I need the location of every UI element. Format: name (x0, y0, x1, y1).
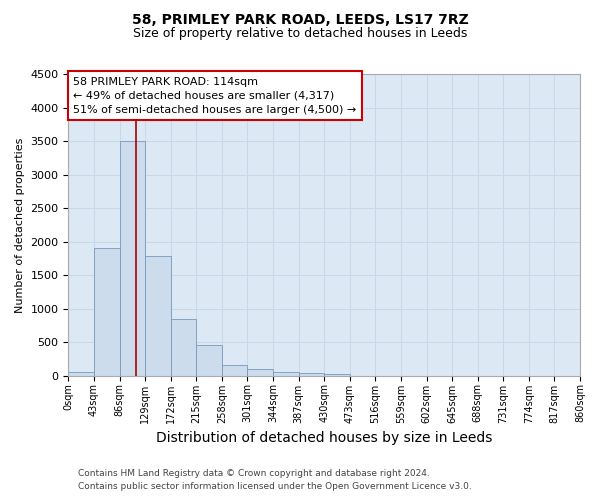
Y-axis label: Number of detached properties: Number of detached properties (15, 137, 25, 312)
Bar (196, 345, 222, 376)
Text: Contains HM Land Registry data © Crown copyright and database right 2024.: Contains HM Land Registry data © Crown c… (78, 468, 430, 477)
Bar (171, 320, 196, 376)
Bar (273, 372, 299, 376)
Bar (299, 373, 324, 376)
Text: 58, PRIMLEY PARK ROAD, LEEDS, LS17 7RZ: 58, PRIMLEY PARK ROAD, LEEDS, LS17 7RZ (131, 12, 469, 26)
X-axis label: Distribution of detached houses by size in Leeds: Distribution of detached houses by size … (156, 431, 493, 445)
Bar (119, 141, 145, 376)
Text: Contains public sector information licensed under the Open Government Licence v3: Contains public sector information licen… (78, 482, 472, 491)
Text: Size of property relative to detached houses in Leeds: Size of property relative to detached ho… (133, 28, 467, 40)
Bar (222, 365, 247, 376)
Bar (94, 248, 119, 376)
Bar (68, 372, 94, 376)
Bar (247, 369, 273, 376)
Bar (324, 374, 350, 376)
Text: 58 PRIMLEY PARK ROAD: 114sqm
← 49% of detached houses are smaller (4,317)
51% of: 58 PRIMLEY PARK ROAD: 114sqm ← 49% of de… (73, 76, 356, 114)
Bar (145, 256, 171, 376)
